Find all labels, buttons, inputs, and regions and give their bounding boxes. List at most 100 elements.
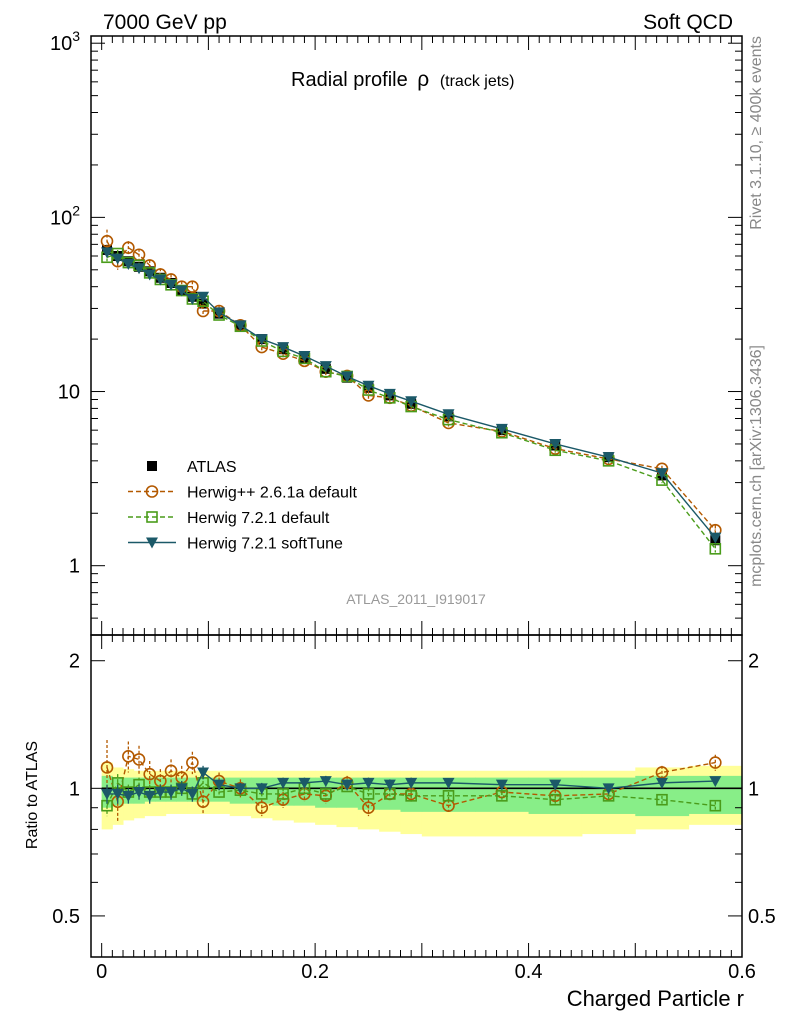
y-tick-label: 10: [58, 382, 80, 404]
softtune-point: [111, 253, 124, 265]
softtune-point: [319, 361, 332, 373]
header-left: 7000 GeV pp: [103, 11, 227, 34]
softtune-point: [405, 777, 418, 789]
herwig721-point: [496, 790, 508, 802]
herwig721-point: [656, 793, 668, 806]
softtune-point: [362, 380, 375, 392]
series-line-herwigpp: [106, 755, 716, 809]
softtune-point: [277, 342, 290, 354]
softtune-point: [234, 783, 247, 795]
softtune-point: [255, 334, 268, 346]
herwigpp-point: [255, 801, 269, 815]
softtune-point: [143, 269, 156, 281]
softtune-point: [143, 790, 156, 802]
y-tick-label: 1: [69, 556, 80, 578]
softtune-point: [341, 371, 354, 383]
softtune-point: [122, 258, 135, 270]
herwigpp-point: [122, 241, 135, 254]
y-tick-label: 103: [50, 28, 80, 55]
ratio-y-tick-label: 0.5: [52, 906, 80, 928]
herwig721-point: [405, 790, 417, 802]
y-tick-label-exp: 2: [72, 202, 80, 218]
softtune-point: [341, 779, 354, 791]
series-softtune: [101, 765, 722, 804]
herwig721-point: [277, 788, 289, 800]
softtune-point: [186, 788, 199, 800]
herwigpp-point: [186, 756, 199, 769]
herwigpp-point: [100, 761, 114, 774]
herwig721-point: [146, 511, 158, 523]
softtune-point: [709, 532, 722, 544]
herwig721-point: [319, 788, 332, 800]
softtune-point: [165, 279, 178, 291]
softtune-point: [175, 783, 188, 795]
herwigpp-point: [100, 234, 114, 248]
softtune-point: [277, 777, 290, 789]
ratio-ylabel: Ratio to ATLAS: [24, 741, 41, 849]
softtune-point: [495, 779, 508, 791]
legend-entry: ATLAS: [147, 459, 237, 476]
softtune-point: [197, 291, 210, 303]
herwig721-point: [709, 543, 722, 555]
legend-label: Herwig 7.2.1 softTune: [187, 536, 343, 553]
legend-entry: Herwig++ 2.6.1a default: [128, 485, 357, 502]
softtune-point: [549, 438, 562, 450]
herwigpp-point: [132, 753, 146, 766]
ratio-y-tick-label: 1: [69, 778, 80, 800]
softtune-point: [298, 777, 311, 789]
softtune-point: [383, 388, 396, 400]
softtune-point: [122, 790, 135, 802]
x-tick-label: 0.2: [301, 961, 329, 983]
x-axis-label: Charged Particle r: [567, 986, 744, 1011]
softtune-point: [383, 779, 396, 791]
ratio-series: [100, 740, 742, 823]
y-tick-label-base: 10: [50, 207, 72, 229]
herwigpp-point: [145, 485, 159, 498]
herwigpp-point: [164, 764, 178, 778]
legend: ATLAS Herwig++ 2.6.1a default Herwig 7.2.1…: [128, 459, 357, 553]
softtune-point: [362, 777, 375, 789]
softtune-point: [298, 350, 311, 362]
softtune-point: [319, 776, 332, 788]
main-ticks: [91, 36, 743, 636]
x-tick-label: 0.6: [728, 961, 756, 983]
legend-label: Herwig++ 2.6.1a default: [187, 485, 357, 502]
legend-entry: Herwig 7.2.1 softTune: [128, 536, 343, 553]
softtune-point: [255, 783, 268, 795]
series-line-herwigpp: [106, 240, 716, 531]
softtune-point: [234, 320, 247, 332]
softtune-point: [709, 776, 722, 788]
legend-entry: Herwig 7.2.1 default: [128, 510, 330, 527]
softtune-point: [165, 787, 178, 799]
main-series: [100, 229, 722, 555]
softtune-point: [101, 247, 114, 259]
softtune-point: [602, 452, 615, 464]
x-tick-labels: 0 0.2 0.4 0.6: [96, 961, 756, 983]
legend-label: ATLAS: [187, 459, 237, 476]
softtune-point: [602, 783, 615, 795]
softtune-point: [549, 779, 562, 791]
band-inner: [315, 777, 337, 808]
softtune-point: [154, 787, 167, 799]
ratio-panel: 0.5 0.5 1 1 2 2 0 0.2 0.4 0.6 Ratio to ATLAS Cha…: [24, 634, 776, 1011]
mcplots-text: mcplots.cern.ch [arXiv:1306.3436]: [748, 345, 765, 587]
ratio-y-tick-label-right: 1: [748, 778, 759, 800]
ratio-y-tick-label-right: 0.5: [748, 906, 776, 928]
softtune-point: [133, 263, 146, 275]
y-tick-label-exp: 3: [72, 28, 80, 44]
herwig721-point: [549, 793, 562, 806]
x-tick-label: 0.4: [515, 961, 543, 983]
softtune-point: [655, 777, 668, 789]
softtune-point: [111, 788, 124, 800]
band-inner: [197, 777, 209, 802]
chart-title-symbol: ρ: [417, 68, 429, 91]
softtune-point: [442, 777, 455, 789]
ratio-y-tick-labels: 0.5 0.5 1 1 2 2: [52, 651, 776, 928]
softtune-point: [175, 285, 188, 297]
softtune-point: [213, 307, 226, 319]
y-tick-label-base: 10: [50, 33, 72, 55]
x-tick-label: 0: [96, 961, 107, 983]
y-tick-label: 102: [50, 202, 80, 229]
